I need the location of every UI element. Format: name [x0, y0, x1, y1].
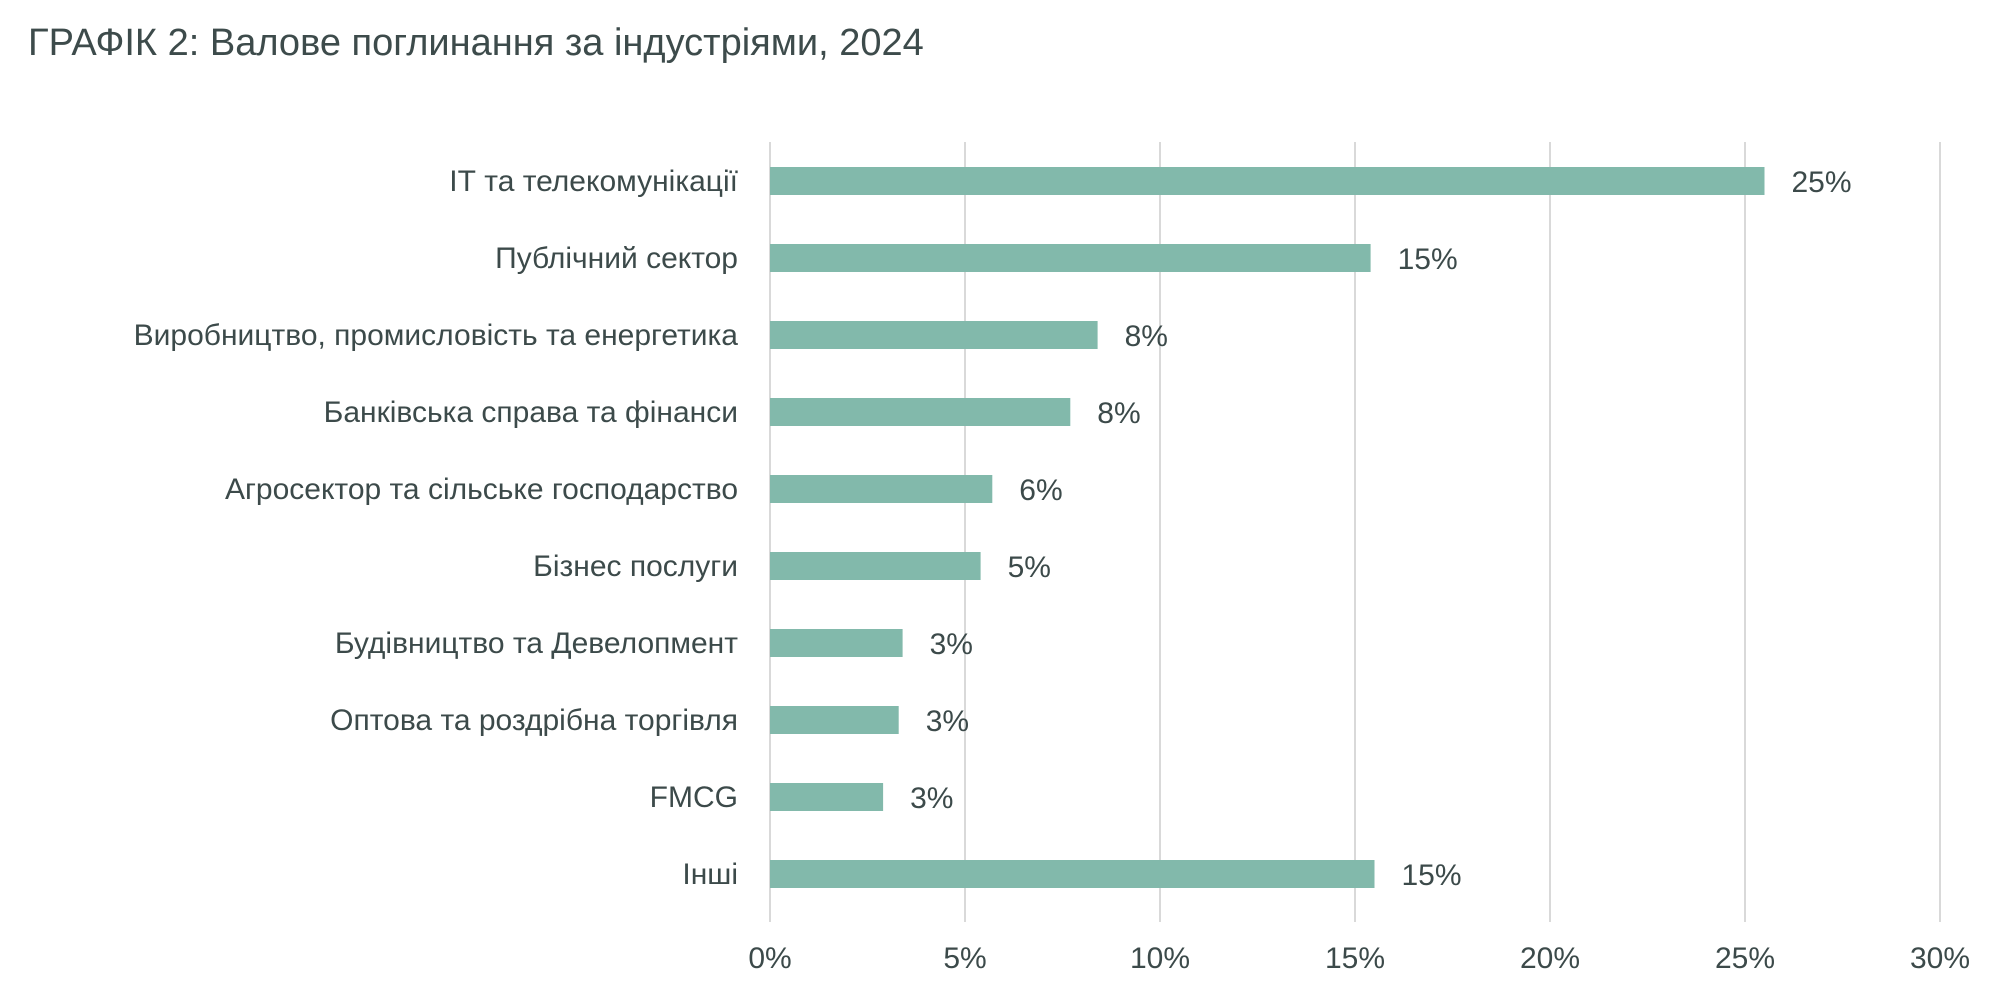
category-label: ІТ та телекомунікації	[449, 165, 738, 198]
x-tick-label: 5%	[943, 942, 986, 975]
x-tick-label: 30%	[1910, 942, 1970, 975]
bar	[770, 629, 903, 657]
category-label: Виробництво, промисловість та енергетика	[134, 319, 739, 352]
bar	[770, 783, 884, 811]
data-label: 3%	[926, 705, 969, 738]
x-tick-label: 0%	[748, 942, 791, 975]
category-label: Інші	[682, 858, 738, 891]
bar	[770, 860, 1375, 888]
data-label: 15%	[1398, 243, 1458, 276]
x-tick-label: 15%	[1325, 942, 1385, 975]
data-label: 5%	[1008, 551, 1051, 584]
category-labels: ІТ та телекомунікації Публічний сектор Вир…	[134, 165, 739, 891]
category-label: Будівництво та Девелопмент	[335, 627, 738, 660]
category-label: FMCG	[650, 781, 738, 814]
data-label: 25%	[1792, 166, 1852, 199]
bar	[770, 244, 1371, 272]
bar	[770, 706, 899, 734]
bar	[770, 321, 1098, 349]
data-label: 3%	[910, 782, 953, 815]
bars	[770, 167, 1765, 888]
x-tick-label: 25%	[1715, 942, 1775, 975]
data-labels: 25% 15% 8% 8% 6% 5% 3% 3% 3% 15%	[910, 166, 1851, 892]
category-label: Агросектор та сільське господарство	[225, 473, 738, 506]
data-label: 6%	[1019, 474, 1062, 507]
category-label: Бізнес послуги	[533, 550, 738, 583]
category-label: Публічний сектор	[495, 242, 738, 275]
x-axis-tick-labels: 0% 5% 10% 15% 20% 25% 30%	[748, 942, 1970, 975]
chart-title: ГРАФІК 2: Валове поглинання за індустрія…	[28, 22, 924, 64]
x-tick-label: 20%	[1520, 942, 1580, 975]
data-label: 15%	[1402, 859, 1462, 892]
bar	[770, 398, 1071, 426]
bar	[770, 475, 993, 503]
category-label: Оптова та роздрібна торгівля	[330, 704, 738, 737]
category-label: Банківська справа та фінанси	[324, 396, 738, 429]
x-tick-label: 10%	[1130, 942, 1190, 975]
data-label: 8%	[1125, 320, 1168, 353]
bar	[770, 552, 981, 580]
data-label: 3%	[930, 628, 973, 661]
data-label: 8%	[1097, 397, 1140, 430]
bar	[770, 167, 1765, 195]
